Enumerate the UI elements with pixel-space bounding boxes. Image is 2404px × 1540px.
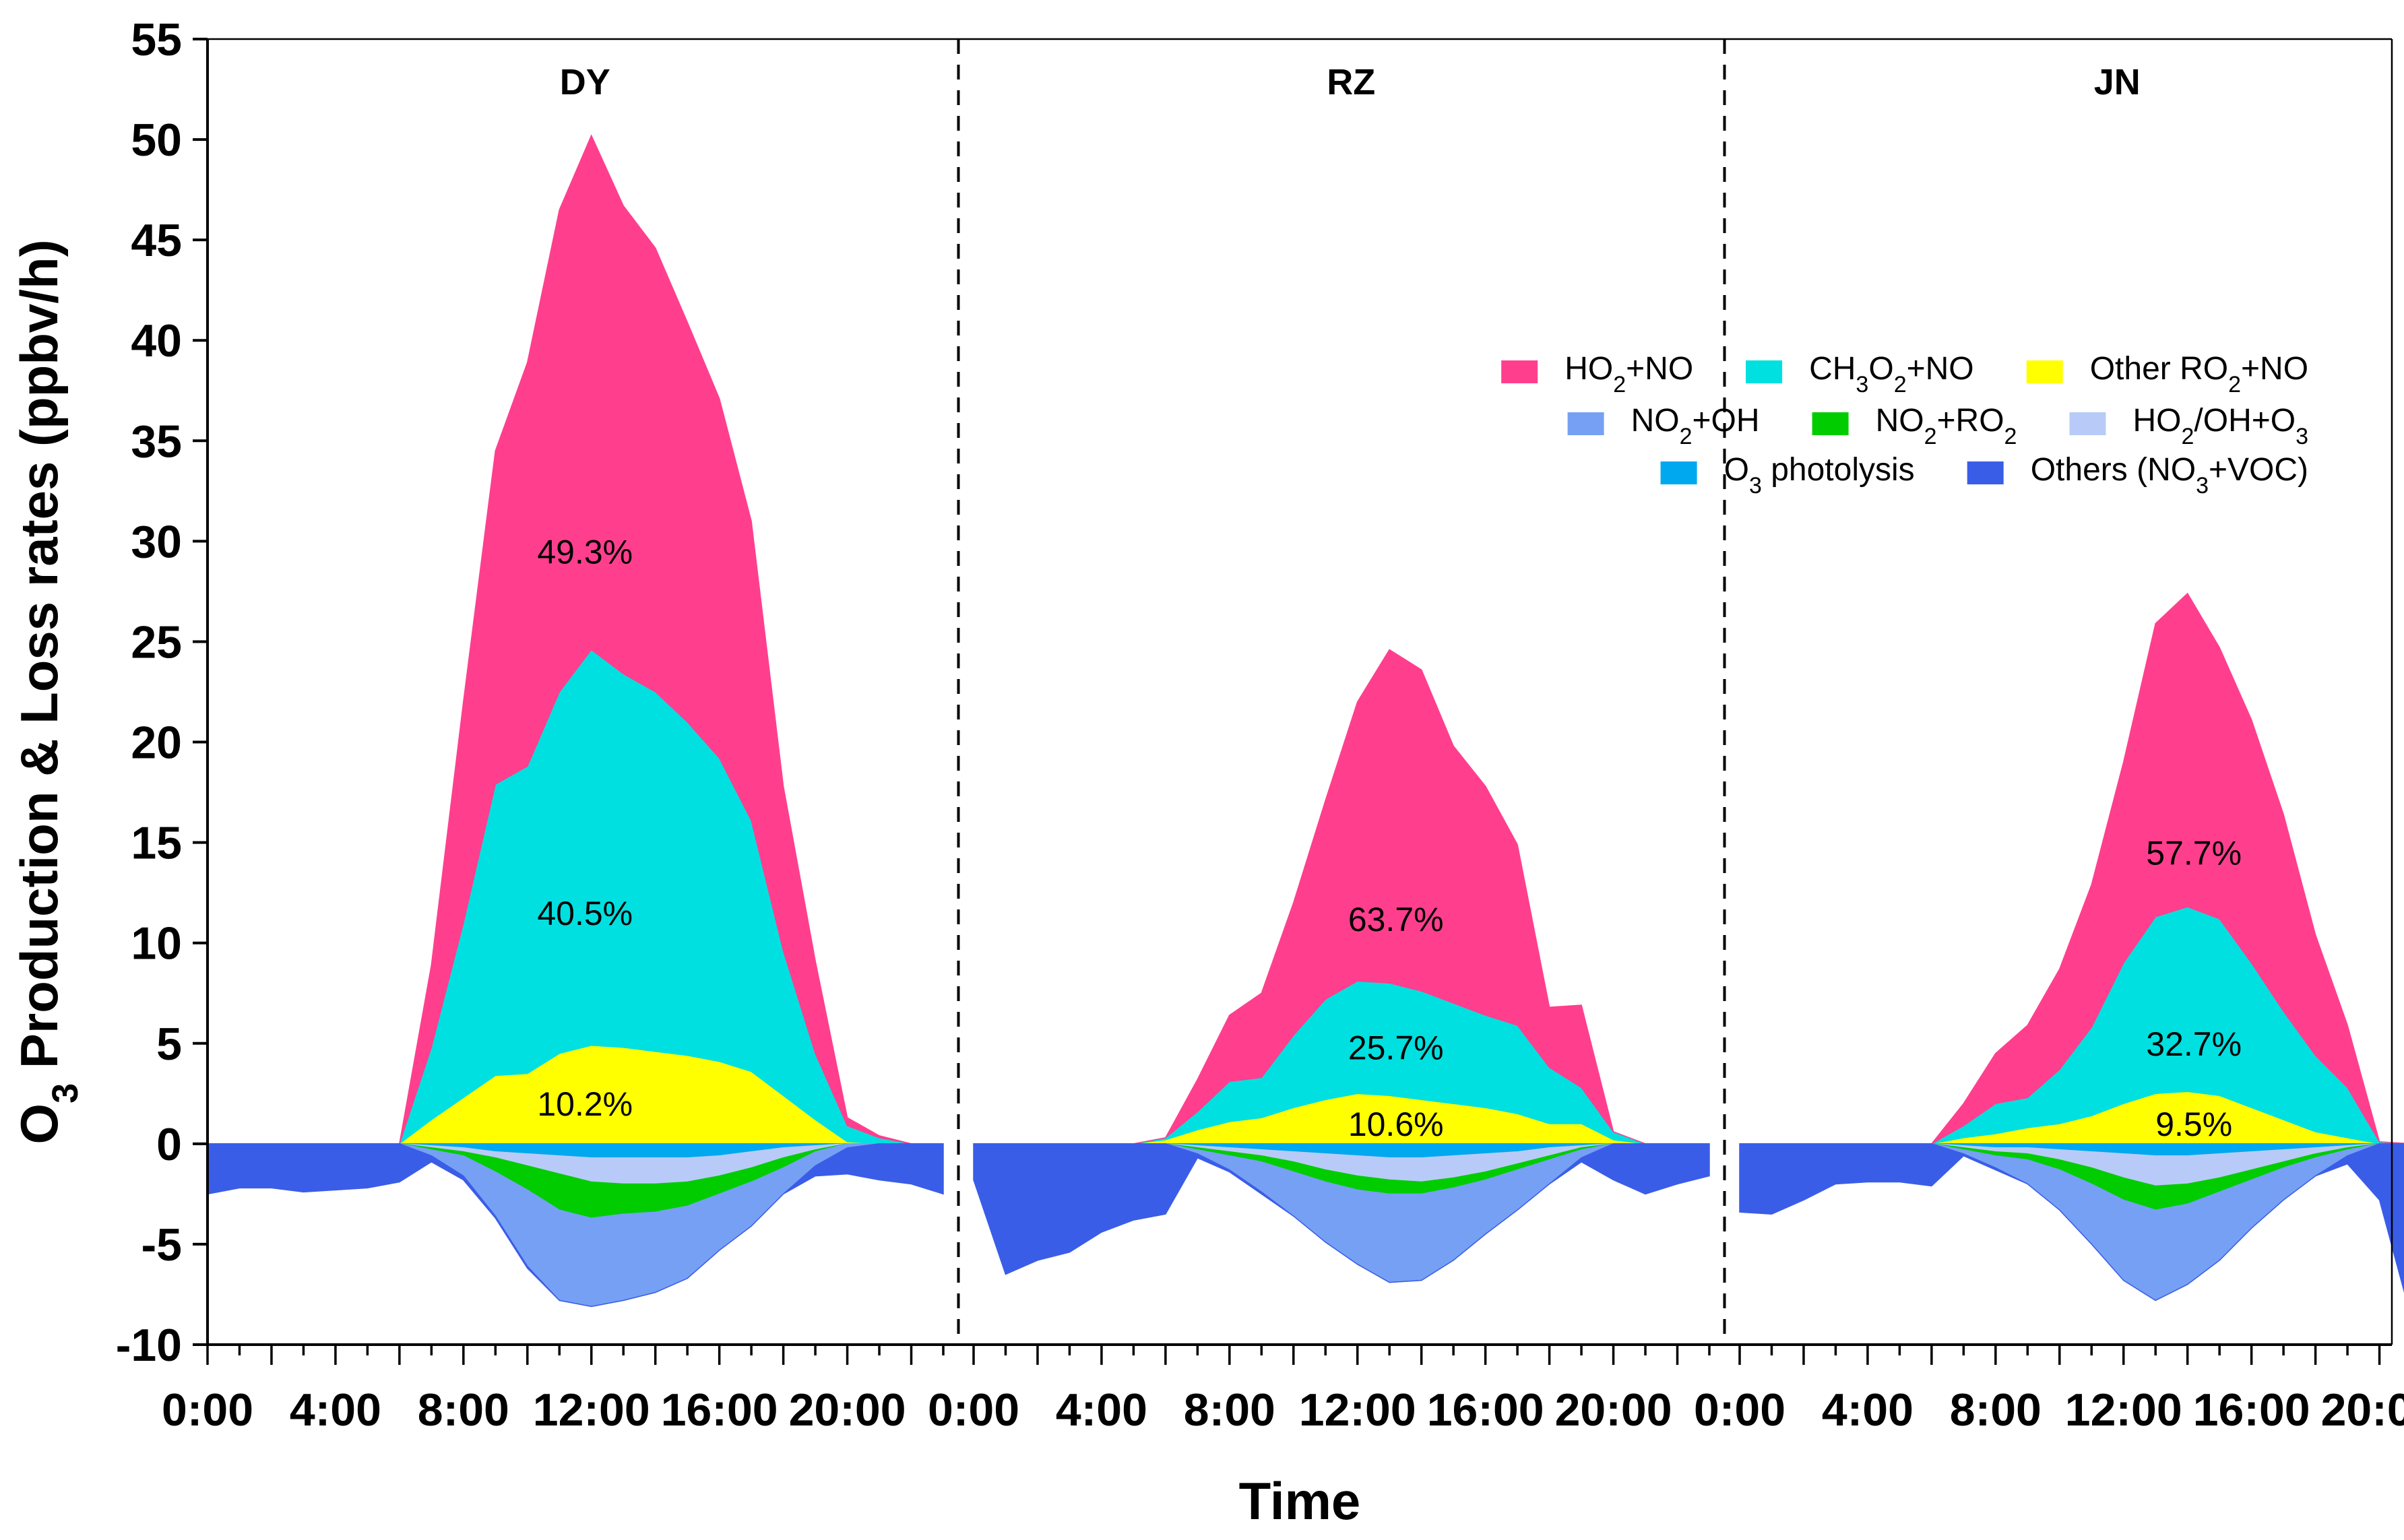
legend-swatch xyxy=(1746,360,1783,383)
pct-label-ho2: 63.7% xyxy=(1348,901,1444,938)
legend-swatch xyxy=(1660,461,1697,484)
pct-label-other_ro2: 10.6% xyxy=(1348,1105,1444,1143)
y-tick-label: 55 xyxy=(131,14,182,65)
label-layer: DY 49.3% 40.5% 10.2% RZ 63.7% 25.7% 10.6% JN 57.7… xyxy=(9,62,2242,1531)
legend-swatch xyxy=(1967,461,2004,484)
legend-item: HO2+NO xyxy=(1501,351,1693,397)
x-tick-label: 0:00 xyxy=(928,1384,1019,1436)
x-tick-label: 8:00 xyxy=(1184,1384,1275,1436)
x-tick-label: 4:00 xyxy=(1056,1384,1147,1436)
area-rz-others_no3 xyxy=(973,1143,1710,1283)
legend-label: NO2+RO2 xyxy=(1876,403,2017,449)
x-tick-label: 4:00 xyxy=(290,1384,381,1436)
x-tick-label: 0:00 xyxy=(162,1384,253,1436)
area-jn-ho2 xyxy=(1740,592,2404,1145)
legend-label: HO2+NO xyxy=(1564,351,1693,397)
x-tick-label: 20:00 xyxy=(789,1384,906,1436)
y-tick-label: 25 xyxy=(131,616,182,668)
legend-item: NO2+RO2 xyxy=(1812,403,2017,449)
y-tick-label: 15 xyxy=(131,818,182,869)
pct-label-other_ro2: 9.5% xyxy=(2155,1105,2232,1143)
x-tick-label: 20:00 xyxy=(2321,1384,2404,1436)
y-tick-label: 0 xyxy=(156,1119,182,1170)
legend-item: CH3O2+NO xyxy=(1746,351,1974,397)
legend-item: NO2+OH xyxy=(1567,403,1760,449)
legend-item: O3 photolysis xyxy=(1660,452,1915,499)
x-axis-title: Time xyxy=(1239,1471,1361,1531)
y-tick-label: -10 xyxy=(116,1320,182,1371)
legend-swatch xyxy=(1567,412,1604,435)
x-tick-label: 16:00 xyxy=(2193,1384,2310,1436)
x-tick-label: 20:00 xyxy=(1555,1384,1672,1436)
legend: HO2+NO CH3O2+NO Other RO2+NO NO2+OH NO2+RO2 H… xyxy=(1501,351,2308,499)
y-tick-label: 35 xyxy=(131,416,182,467)
y-tick-label: 5 xyxy=(156,1019,182,1070)
legend-label: Other RO2+NO xyxy=(2090,351,2308,397)
legend-swatch xyxy=(2026,360,2063,383)
x-tick-label: 12:00 xyxy=(1299,1384,1416,1436)
pct-label-ch3o2: 40.5% xyxy=(537,895,633,932)
legend-label: CH3O2+NO xyxy=(1809,351,1974,397)
pct-label-ho2: 57.7% xyxy=(2146,835,2242,872)
x-tick-label: 16:00 xyxy=(661,1384,778,1436)
x-tick-label: 8:00 xyxy=(418,1384,509,1436)
x-tick-label: 12:00 xyxy=(2065,1384,2182,1436)
panel-title: DY xyxy=(560,62,610,102)
legend-label: HO2/OH+O3 xyxy=(2133,403,2309,449)
legend-label: O3 photolysis xyxy=(1724,452,1915,499)
x-tick-label: 16:00 xyxy=(1427,1384,1544,1436)
legend-item: Others (NO3+VOC) xyxy=(1967,452,2308,499)
area-layer xyxy=(207,134,2404,1308)
x-tick-label: 8:00 xyxy=(1950,1384,2042,1436)
area-dy-ho2 xyxy=(208,134,943,1145)
y-tick-label: 45 xyxy=(131,215,182,266)
legend-swatch xyxy=(2069,412,2106,435)
legend-swatch xyxy=(1812,412,1849,435)
x-tick-label: 4:00 xyxy=(1822,1384,1913,1436)
area-rz-ho2 xyxy=(974,649,1709,1145)
area-jn-others_no3 xyxy=(1739,1143,2404,1302)
area-dy-others_no3 xyxy=(207,1143,944,1308)
pct-label-other_ro2: 10.2% xyxy=(537,1085,633,1123)
pct-label-ch3o2: 32.7% xyxy=(2146,1025,2242,1063)
pct-label-ch3o2: 25.7% xyxy=(1348,1029,1444,1067)
y-tick-label: 20 xyxy=(131,717,182,769)
legend-item: Other RO2+NO xyxy=(2026,351,2308,397)
pct-label-ho2: 49.3% xyxy=(537,533,633,571)
y-tick-label: -5 xyxy=(141,1219,182,1271)
legend-label: NO2+OH xyxy=(1631,403,1760,449)
x-tick-label: 12:00 xyxy=(533,1384,650,1436)
legend-label: Others (NO3+VOC) xyxy=(2031,452,2308,499)
legend-item: HO2/OH+O3 xyxy=(2069,403,2309,449)
x-tick-label: 0:00 xyxy=(1694,1384,1785,1436)
y-tick-label: 40 xyxy=(131,315,182,366)
panel-title: RZ xyxy=(1327,62,1375,102)
legend-swatch xyxy=(1501,360,1538,383)
y-tick-label: 50 xyxy=(131,115,182,166)
y-axis-title: O3 Production & Loss rates (ppbv/h) xyxy=(9,239,86,1144)
y-tick-label: 30 xyxy=(131,516,182,567)
y-tick-label: 10 xyxy=(131,918,182,969)
panel-title: JN xyxy=(2094,62,2141,102)
